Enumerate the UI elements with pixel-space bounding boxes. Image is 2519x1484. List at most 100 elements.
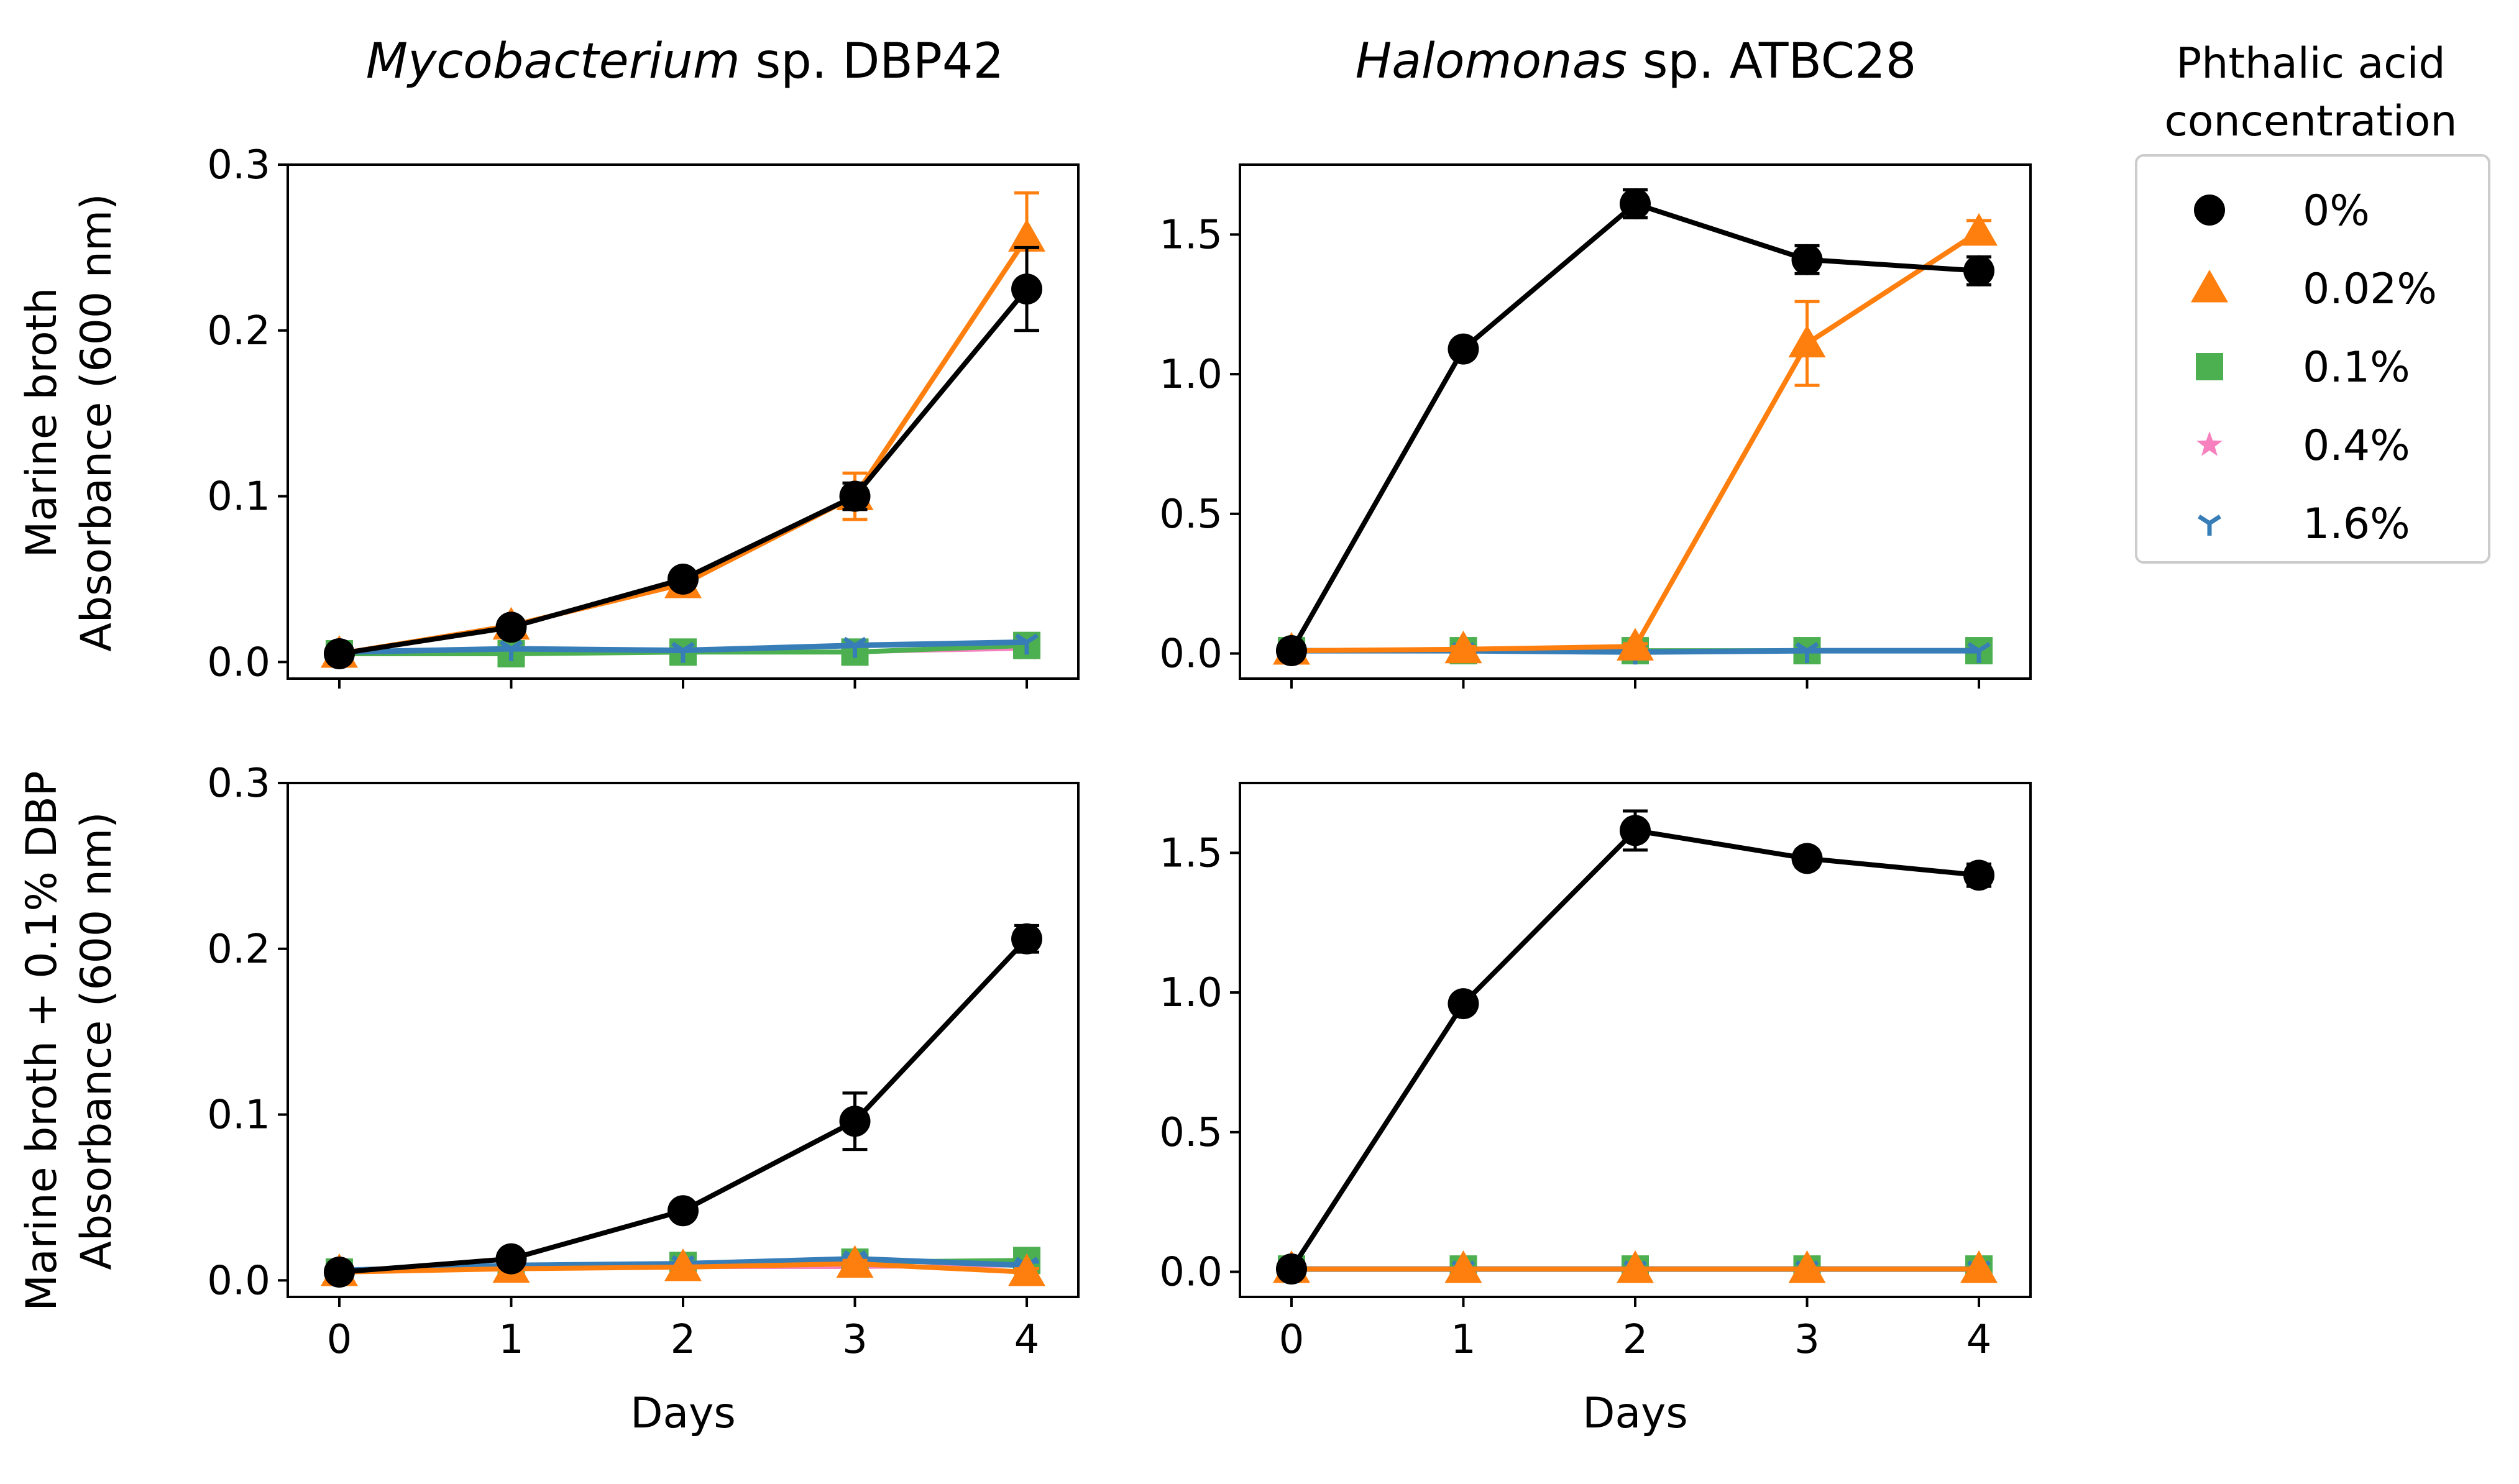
- data-point: [671, 641, 695, 663]
- title-right-italic: Halomonas: [1356, 34, 1627, 89]
- y-tick-label: 0.0: [207, 639, 270, 685]
- legend-marker-square: [2196, 353, 2223, 380]
- data-point: [843, 636, 867, 658]
- legend: Phthalic acid concentration 0%0.02%0.1%0…: [2135, 39, 2490, 564]
- data-point: [1791, 244, 1823, 275]
- axes-frame: [1239, 782, 2032, 1298]
- data-point: [1963, 255, 1995, 286]
- data-point: [1960, 1250, 1998, 1283]
- data-point: [1795, 642, 1819, 664]
- panel-bottom-left: 0.0 0.1 0.2 0.3 0 1 2 3 4 Days: [207, 761, 1080, 1438]
- data-point: [1960, 213, 1998, 246]
- series-line: [1289, 201, 1980, 653]
- data-point: [1275, 1253, 1307, 1285]
- x-tick-label: 4: [1014, 1317, 1040, 1363]
- row-label-top-line2: Absorbance (600 nm): [72, 193, 121, 651]
- legend-label: 0.1%: [2303, 343, 2410, 392]
- data-point: [1015, 633, 1039, 655]
- legend-label: 0.4%: [2303, 421, 2410, 470]
- y-tick-label: 0.5: [1159, 1110, 1223, 1156]
- legend-marker-star: [2196, 431, 2223, 456]
- y-tick-label: 0.2: [207, 308, 270, 354]
- data-point: [1444, 630, 1482, 664]
- y-tick-label: 0.0: [1159, 631, 1223, 677]
- data-point: [668, 1195, 699, 1227]
- row-label-bottom-line2: Absorbance (600 nm): [72, 812, 121, 1270]
- data-point: [1963, 859, 1995, 891]
- data-point: [1617, 628, 1654, 661]
- x-axis-label: Days: [1582, 1389, 1688, 1438]
- series-0%: [1275, 809, 1995, 1285]
- series-0%: [1275, 188, 1995, 667]
- legend-marker-triangle: [2191, 270, 2228, 303]
- data-point: [1967, 642, 1991, 664]
- data-point: [499, 640, 523, 661]
- data-point: [323, 638, 355, 669]
- title-left: Mycobacterium sp. DBP42: [366, 34, 1004, 89]
- series-line: [339, 287, 1029, 656]
- legend-label: 0.02%: [2303, 265, 2437, 314]
- panel-top-right: 0.0 0.5 1.0 1.5: [1159, 163, 2032, 689]
- y-tick-label: 0.1: [207, 474, 270, 520]
- data-point: [1448, 988, 1479, 1020]
- y-tick-label: 1.5: [1159, 212, 1223, 258]
- title-left-italic: Mycobacterium: [366, 34, 740, 89]
- data-point: [495, 611, 527, 643]
- title-right: Halomonas sp. ATBC28: [1356, 34, 1917, 89]
- legend-label: 0%: [2303, 186, 2370, 236]
- data-point: [1448, 333, 1479, 365]
- x-tick-label: 2: [671, 1317, 696, 1363]
- series-line: [1291, 229, 1981, 654]
- row-label-top-line1: Marine broth: [17, 288, 67, 558]
- series-0%: [323, 923, 1043, 1288]
- series-0.02%: [1272, 1250, 1998, 1283]
- y-tick-label: 1.0: [1159, 970, 1223, 1016]
- data-point: [1444, 1250, 1482, 1283]
- axes-frame: [1239, 163, 2032, 680]
- legend-title-line2: concentration: [2165, 97, 2457, 146]
- y-tick-label: 1.0: [1159, 352, 1223, 398]
- legend-entries: 0% 0.02% 0.1% 0.4% 1.6%: [2191, 186, 2437, 549]
- data-point: [1620, 188, 1651, 219]
- series-0%: [323, 245, 1043, 669]
- panel-top-left: 0.0 0.1 0.2 0.3: [207, 142, 1080, 689]
- data-point: [1011, 273, 1043, 305]
- y-tick-label: 1.5: [1159, 830, 1223, 876]
- x-tick-label: 4: [1966, 1317, 1992, 1363]
- y-tick-label: 0.0: [207, 1258, 270, 1304]
- data-point: [323, 1256, 355, 1288]
- series-line: [1289, 828, 1980, 1271]
- y-tick-label: 0.5: [1159, 492, 1223, 538]
- legend-label: 1.6%: [2303, 500, 2410, 549]
- panel-bottom-right: 0.0 0.5 1.0 1.5 0 1 2 3 4 Days: [1159, 782, 2032, 1438]
- x-tick-label: 0: [327, 1317, 352, 1363]
- y-tick-label: 0.2: [207, 927, 270, 973]
- data-point: [1788, 324, 1826, 358]
- legend-marker-tri-down: [2198, 515, 2221, 536]
- legend-title-line1: Phthalic acid: [2176, 39, 2445, 88]
- data-point: [1788, 1250, 1826, 1283]
- y-tick-label: 0.3: [207, 761, 270, 807]
- row-label-bottom-line1: Marine broth + 0.1% DBP: [17, 771, 67, 1311]
- x-tick-label: 0: [1279, 1317, 1305, 1363]
- data-point: [495, 1243, 527, 1275]
- x-tick-label: 1: [1451, 1317, 1476, 1363]
- data-point: [1011, 923, 1043, 955]
- data-point: [839, 480, 871, 512]
- panels: 0.0 0.1 0.2 0.3 0.0 0.5 1.0 1.5 0.0 0.1 0.2 0.3 0 1 2 3…: [207, 142, 2032, 1438]
- series-0.02%: [1272, 213, 1998, 665]
- legend-marker-circle: [2194, 195, 2225, 226]
- title-right-rest: sp. ATBC28: [1627, 34, 1916, 89]
- x-axis-label: Days: [630, 1389, 736, 1438]
- y-tick-label: 0.0: [1159, 1250, 1223, 1296]
- data-point: [668, 563, 699, 595]
- legend-frame: [2135, 154, 2490, 564]
- series-0.02%: [320, 191, 1046, 668]
- title-left-rest: sp. DBP42: [740, 34, 1004, 89]
- data-point: [1008, 1253, 1046, 1286]
- y-tick-label: 0.3: [207, 142, 270, 188]
- x-tick-label: 3: [1794, 1317, 1820, 1363]
- data-point: [1620, 815, 1651, 846]
- y-tick-label: 0.1: [207, 1092, 270, 1138]
